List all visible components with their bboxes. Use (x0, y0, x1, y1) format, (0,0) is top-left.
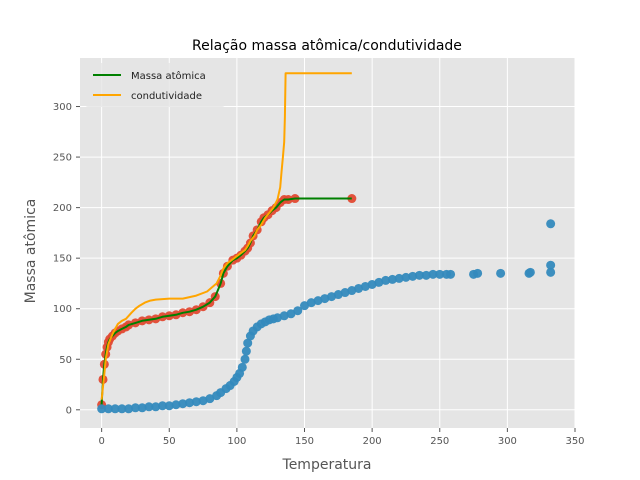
scatter-point (473, 268, 483, 278)
scatter-point (354, 283, 364, 293)
scatter-point (158, 401, 167, 411)
scatter-point (205, 394, 215, 404)
scatter-point (374, 277, 384, 287)
x-axis-label: Temperatura (282, 457, 372, 473)
scatter-point (237, 362, 247, 372)
series-line (100, 72, 352, 400)
scatter-point (525, 267, 535, 277)
scatter-point (408, 271, 418, 281)
x-tick-label: 100 (227, 436, 246, 447)
plot-area (80, 58, 575, 428)
scatter-point (496, 268, 506, 278)
scatter-point (198, 396, 208, 406)
scatter-point (340, 288, 350, 298)
scatter-point (178, 399, 188, 409)
y-axis-label: Massa atômica (23, 199, 39, 304)
scatter-point (546, 267, 556, 277)
scatter-point (171, 400, 181, 410)
scatter-point (327, 292, 337, 302)
scatter-point (240, 354, 250, 364)
scatter-point (320, 294, 330, 304)
scatter-point (347, 194, 357, 204)
x-tick-label: 0 (98, 436, 104, 447)
y-tick-label: 50 (59, 355, 72, 366)
scatter-point (151, 402, 161, 412)
data-marks (97, 72, 556, 414)
scatter-point (185, 398, 195, 408)
chart-title: Relação massa atômica/condutividade (192, 38, 462, 54)
scatter-point (124, 404, 134, 414)
scatter-point (381, 275, 391, 285)
tick-labels: 0 50 100 150 200 250 300 350 0 50 100 150 200 250 300 (53, 102, 585, 447)
legend: Massa atômica condutividade (85, 63, 225, 107)
scatter-point (421, 270, 431, 280)
x-tick-label: 200 (363, 436, 382, 447)
scatter-point (546, 260, 556, 270)
scatter-point (306, 298, 316, 308)
y-tick-label: 200 (53, 203, 72, 214)
scatter-point (130, 403, 140, 413)
scatter-point (144, 402, 154, 412)
y-tick-label: 300 (53, 102, 72, 113)
scatter-point (401, 272, 411, 282)
x-tick-label: 300 (498, 436, 517, 447)
scatter-point (97, 404, 107, 414)
scatter-point (546, 219, 556, 229)
scatter-point (367, 279, 377, 289)
y-tick-label: 150 (53, 254, 72, 265)
scatter-point (117, 404, 127, 414)
y-tick-label: 0 (66, 405, 72, 416)
scatter-point (164, 401, 174, 411)
scatter-point (387, 274, 397, 284)
y-tick-label: 250 (53, 153, 72, 164)
scatter-point (435, 269, 445, 279)
scatter-point (191, 397, 201, 407)
scatter-point (313, 296, 323, 306)
scatter-point (428, 269, 438, 279)
x-tick-label: 50 (163, 436, 176, 447)
x-tick-label: 150 (295, 436, 314, 447)
scatter-point (300, 301, 310, 311)
scatter-point (137, 403, 147, 413)
scatter-point (103, 404, 113, 414)
y-tick-label: 100 (53, 304, 72, 315)
scatter-point (272, 313, 282, 323)
legend-label: Massa atômica (131, 70, 206, 82)
scatter-point (394, 273, 404, 283)
scatter-point (293, 306, 303, 316)
scatter-point (279, 311, 289, 321)
scatter-point (360, 281, 370, 291)
scatter-point (414, 270, 424, 280)
scatter-point (110, 404, 120, 414)
x-tick-label: 350 (565, 436, 584, 447)
scatter-point (241, 346, 251, 356)
scatter-point (286, 309, 296, 319)
legend-label: condutividade (131, 91, 202, 102)
scatter-point (333, 290, 343, 300)
scatter-point (446, 269, 456, 279)
x-tick-label: 250 (430, 436, 449, 447)
scatter-point (243, 338, 253, 348)
scatter-point (347, 286, 357, 296)
